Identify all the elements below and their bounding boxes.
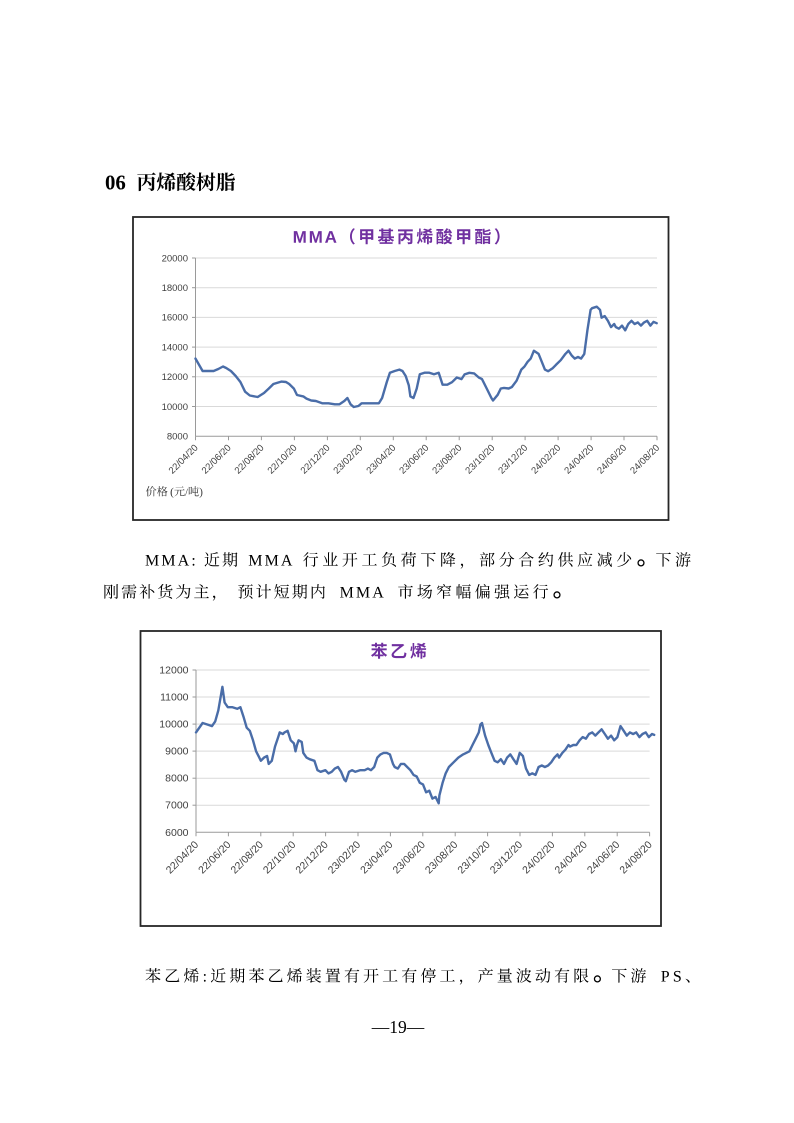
svg-text:6000: 6000 bbox=[165, 827, 189, 839]
svg-text:—19—: —19— bbox=[371, 1017, 425, 1037]
svg-text:8000: 8000 bbox=[165, 773, 189, 785]
svg-text:16000: 16000 bbox=[162, 313, 188, 324]
svg-text:12000: 12000 bbox=[159, 664, 188, 676]
svg-text:7000: 7000 bbox=[165, 800, 189, 812]
svg-text:10000: 10000 bbox=[162, 402, 188, 413]
svg-text:18000: 18000 bbox=[162, 283, 188, 294]
svg-text:11000: 11000 bbox=[160, 691, 189, 703]
svg-text:12000: 12000 bbox=[162, 372, 188, 383]
svg-text:20000: 20000 bbox=[162, 253, 188, 264]
svg-text:8000: 8000 bbox=[167, 432, 188, 443]
svg-text:10000: 10000 bbox=[159, 718, 188, 730]
svg-text:14000: 14000 bbox=[162, 342, 188, 353]
svg-text:9000: 9000 bbox=[165, 745, 189, 757]
